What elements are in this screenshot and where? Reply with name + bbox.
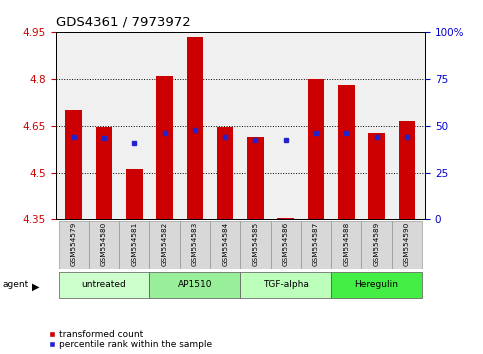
Text: AP1510: AP1510 [178,280,212,289]
Bar [96,127,113,219]
Bar [392,221,422,269]
Bar [65,110,82,219]
Bar [180,221,210,269]
Bar [361,221,392,269]
Bar [89,221,119,269]
Bar [58,272,149,298]
Bar [241,272,331,298]
Text: GSM554590: GSM554590 [404,222,410,266]
Text: GSM554587: GSM554587 [313,222,319,266]
Text: agent: agent [2,280,28,289]
Text: untreated: untreated [82,280,127,289]
Bar [210,221,241,269]
Bar [126,170,142,219]
Bar [338,85,355,219]
Text: GSM554583: GSM554583 [192,222,198,266]
Text: GSM554588: GSM554588 [343,222,349,266]
Text: GSM554585: GSM554585 [253,222,258,266]
Text: GSM554579: GSM554579 [71,222,77,266]
Text: Heregulin: Heregulin [355,280,398,289]
Text: GSM554582: GSM554582 [162,222,168,266]
Bar [241,221,270,269]
Bar [58,221,89,269]
Bar [301,221,331,269]
Bar [186,36,203,219]
Text: GSM554580: GSM554580 [101,222,107,266]
Bar [149,221,180,269]
Text: GSM554589: GSM554589 [373,222,380,266]
Legend: transformed count, percentile rank within the sample: transformed count, percentile rank withi… [48,330,212,349]
Text: GSM554586: GSM554586 [283,222,289,266]
Text: TGF-alpha: TGF-alpha [263,280,309,289]
Bar [149,272,241,298]
Text: GSM554581: GSM554581 [131,222,137,266]
Bar [368,133,385,219]
Text: ▶: ▶ [32,281,40,291]
Text: GSM554584: GSM554584 [222,222,228,266]
Bar [247,137,264,219]
Bar [270,221,301,269]
Bar [308,79,325,219]
Bar [277,218,294,219]
Bar [156,76,173,219]
Text: GDS4361 / 7973972: GDS4361 / 7973972 [56,16,190,29]
Bar [398,121,415,219]
Bar [119,221,149,269]
Bar [331,272,422,298]
Bar [331,221,361,269]
Bar [217,127,233,219]
